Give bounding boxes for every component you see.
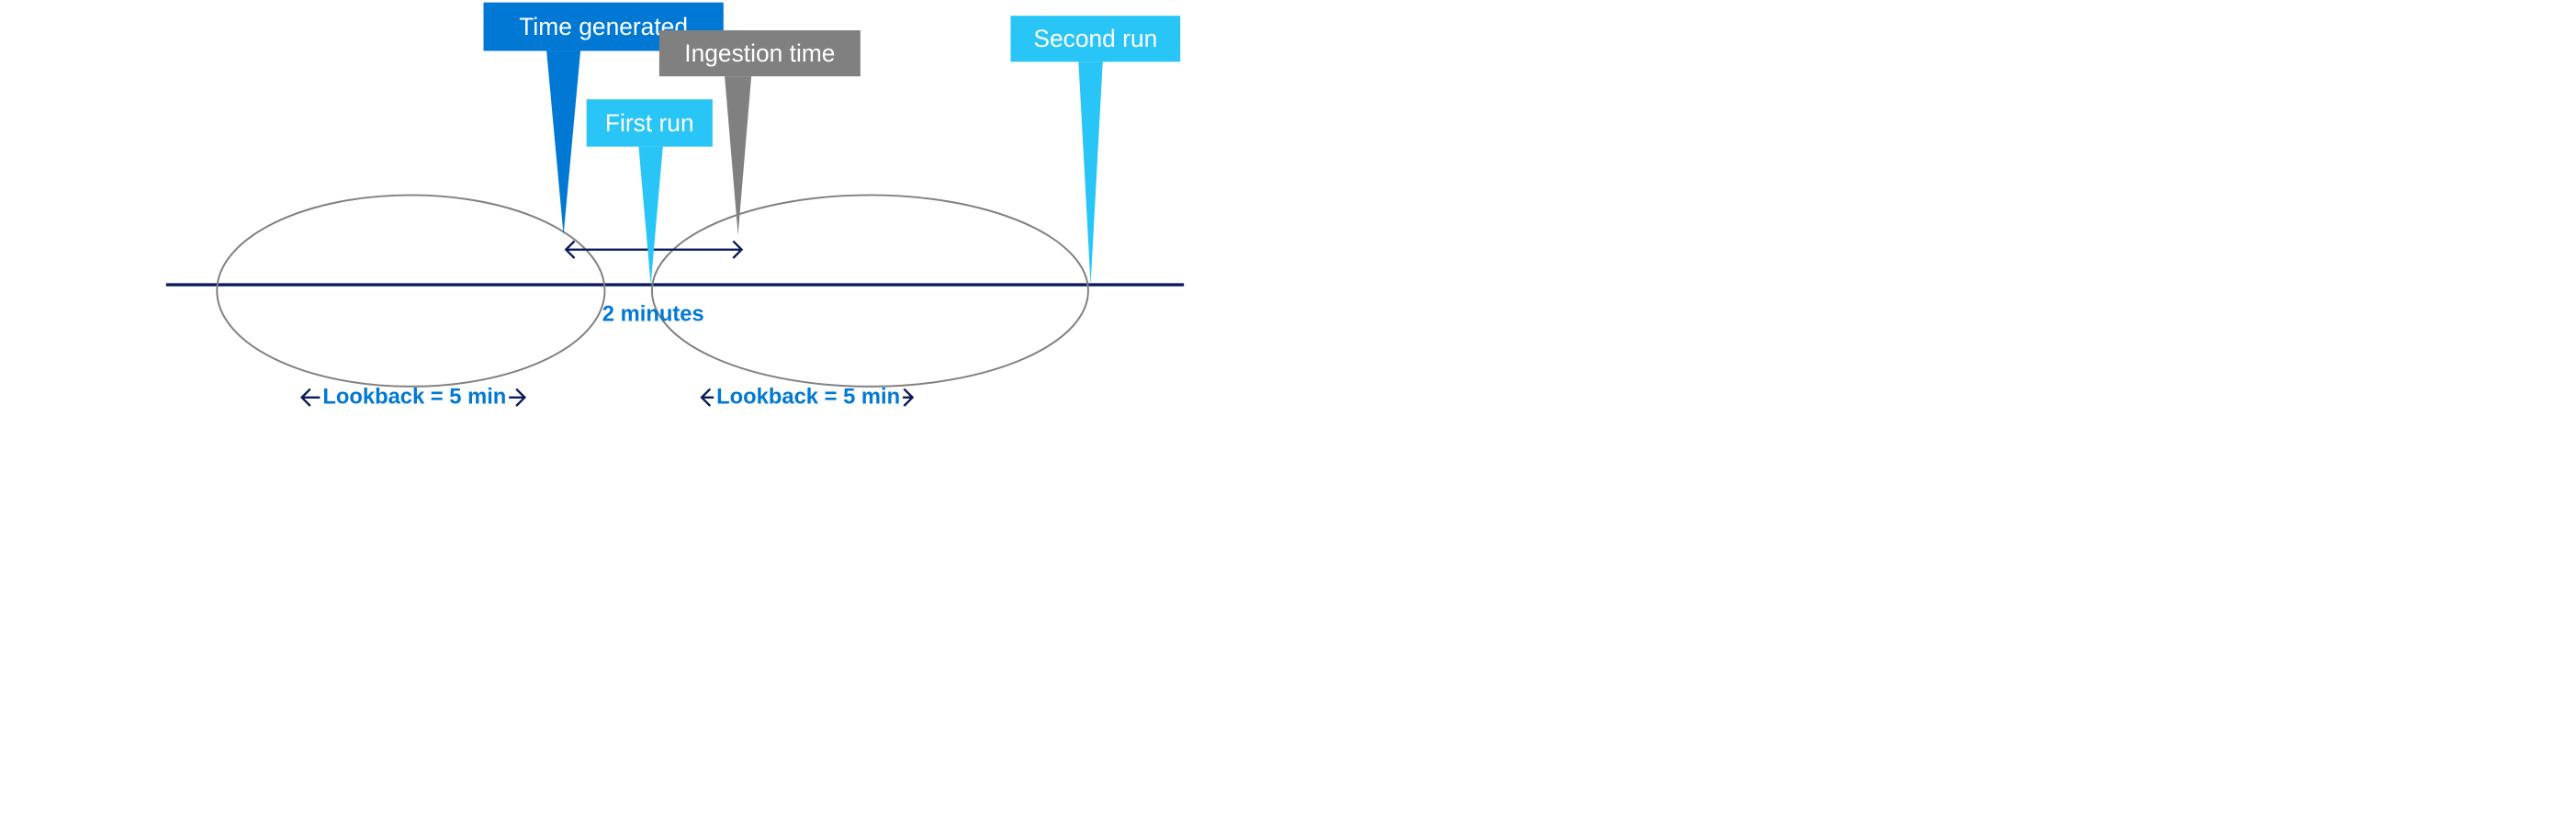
callout-first-run-label: First run bbox=[605, 109, 694, 137]
label-lookback-left: Lookback = 5 min bbox=[322, 384, 506, 409]
label-lookback-right: Lookback = 5 min bbox=[716, 384, 900, 409]
callout-second-run: Second run bbox=[1010, 16, 1180, 285]
right-lookback-ellipse bbox=[652, 195, 1088, 386]
callout-first-run: First run bbox=[587, 99, 713, 285]
callout-ingestion-time-label: Ingestion time bbox=[684, 39, 835, 67]
label-two-minutes: 2 minutes bbox=[602, 302, 704, 327]
callout-second-run-label: Second run bbox=[1033, 25, 1157, 52]
left-lookback-ellipse bbox=[217, 195, 604, 386]
